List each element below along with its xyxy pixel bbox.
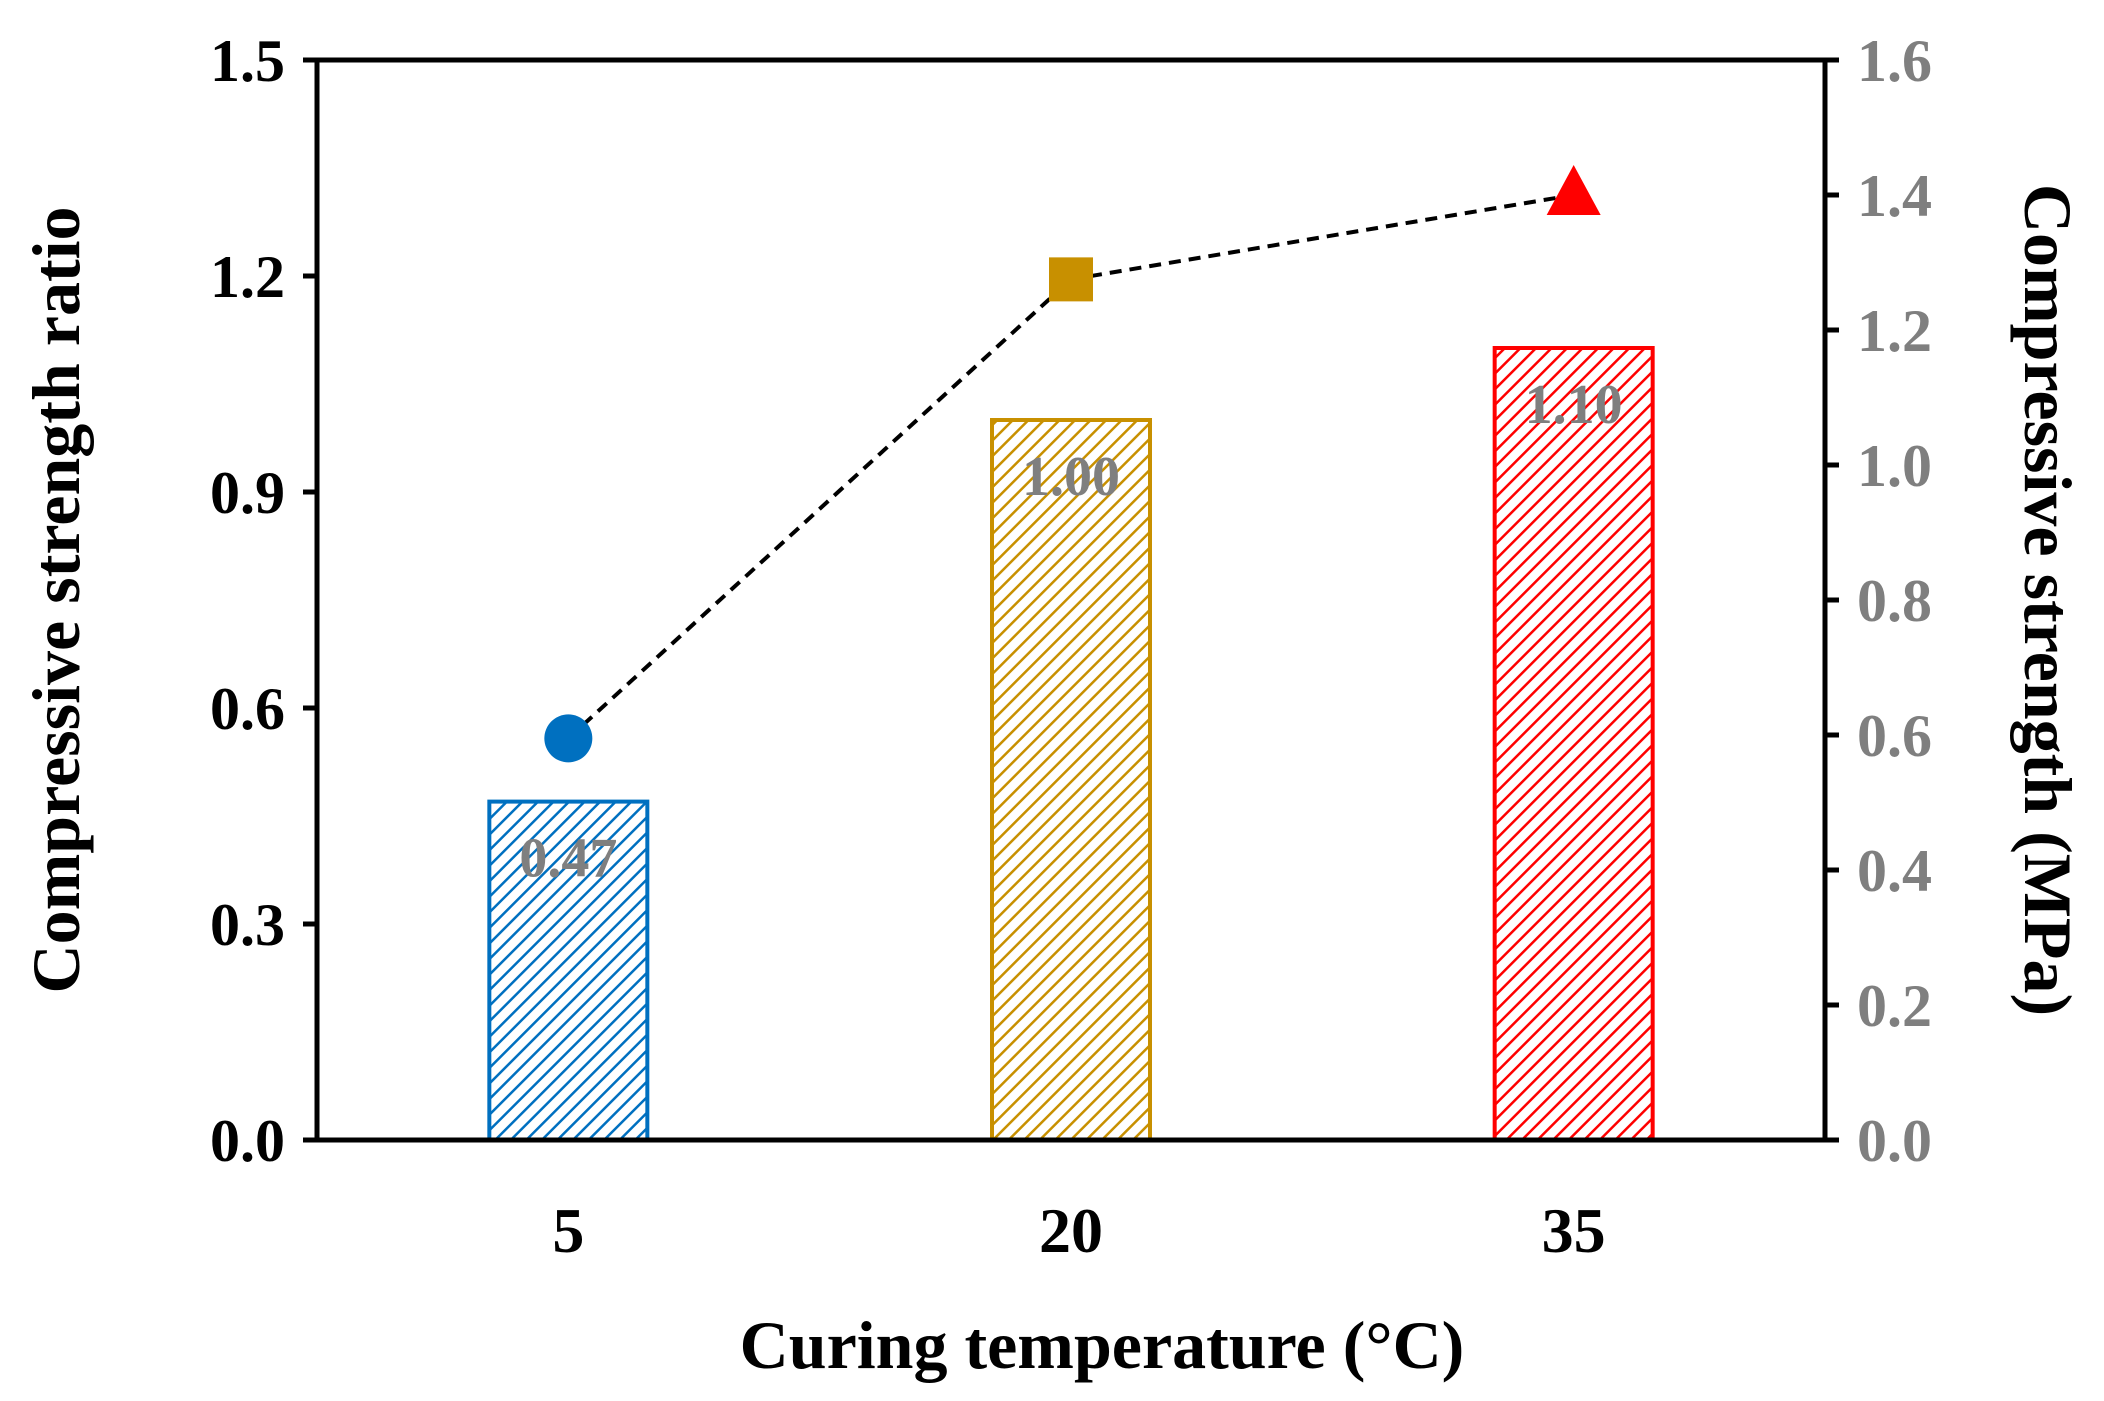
y2-tick-label: 0.0 bbox=[1857, 1108, 1932, 1174]
strength-series bbox=[544, 165, 1601, 763]
bar-20 bbox=[990, 418, 1152, 1142]
y2-tick-label: 1.6 bbox=[1857, 28, 1932, 94]
bar-value-label: 1.00 bbox=[1022, 446, 1120, 508]
y-tick-label: 1.5 bbox=[210, 28, 285, 94]
y2-tick-label: 0.6 bbox=[1857, 703, 1932, 769]
x-tick-label: 35 bbox=[1542, 1195, 1606, 1266]
y-tick-label: 0.9 bbox=[210, 460, 285, 526]
y-tick-label: 0.3 bbox=[210, 892, 285, 958]
y-tick-label: 1.2 bbox=[210, 244, 285, 310]
y2-tick-label: 1.4 bbox=[1857, 163, 1932, 229]
bar-value-label: 0.47 bbox=[519, 828, 617, 890]
marker-circle bbox=[544, 714, 593, 763]
right-axis: 0.0 0.2 0.4 0.6 0.8 1.0 1.2 1.4 1.6 bbox=[1825, 28, 1932, 1174]
marker-square bbox=[1049, 257, 1093, 302]
y2-tick-label: 0.2 bbox=[1857, 973, 1932, 1039]
y2-axis-label: Compressive strength (MPa) bbox=[2010, 184, 2086, 1016]
y2-tick-label: 1.2 bbox=[1857, 298, 1932, 364]
x-tick-label: 5 bbox=[552, 1195, 584, 1266]
x-axis: 5 20 35 bbox=[552, 1195, 1605, 1266]
x-axis-label: Curing temperature (°C) bbox=[740, 1307, 1465, 1383]
bar-35 bbox=[1492, 346, 1655, 1142]
y2-tick-label: 0.4 bbox=[1857, 838, 1932, 904]
x-tick-label: 20 bbox=[1039, 1195, 1103, 1266]
y-axis-label: Compressive strength ratio bbox=[18, 207, 94, 994]
y-tick-label: 0.0 bbox=[210, 1108, 285, 1174]
y2-tick-label: 0.8 bbox=[1857, 568, 1932, 634]
y2-tick-label: 1.0 bbox=[1857, 433, 1932, 499]
marker-triangle bbox=[1546, 165, 1601, 215]
bars: 0.47 1.00 1.10 bbox=[487, 346, 1655, 1142]
bar-5 bbox=[487, 799, 650, 1142]
bar-value-label: 1.10 bbox=[1525, 374, 1623, 436]
left-axis: 0.0 0.3 0.6 0.9 1.2 1.5 bbox=[210, 28, 317, 1174]
y-tick-label: 0.6 bbox=[210, 676, 285, 742]
